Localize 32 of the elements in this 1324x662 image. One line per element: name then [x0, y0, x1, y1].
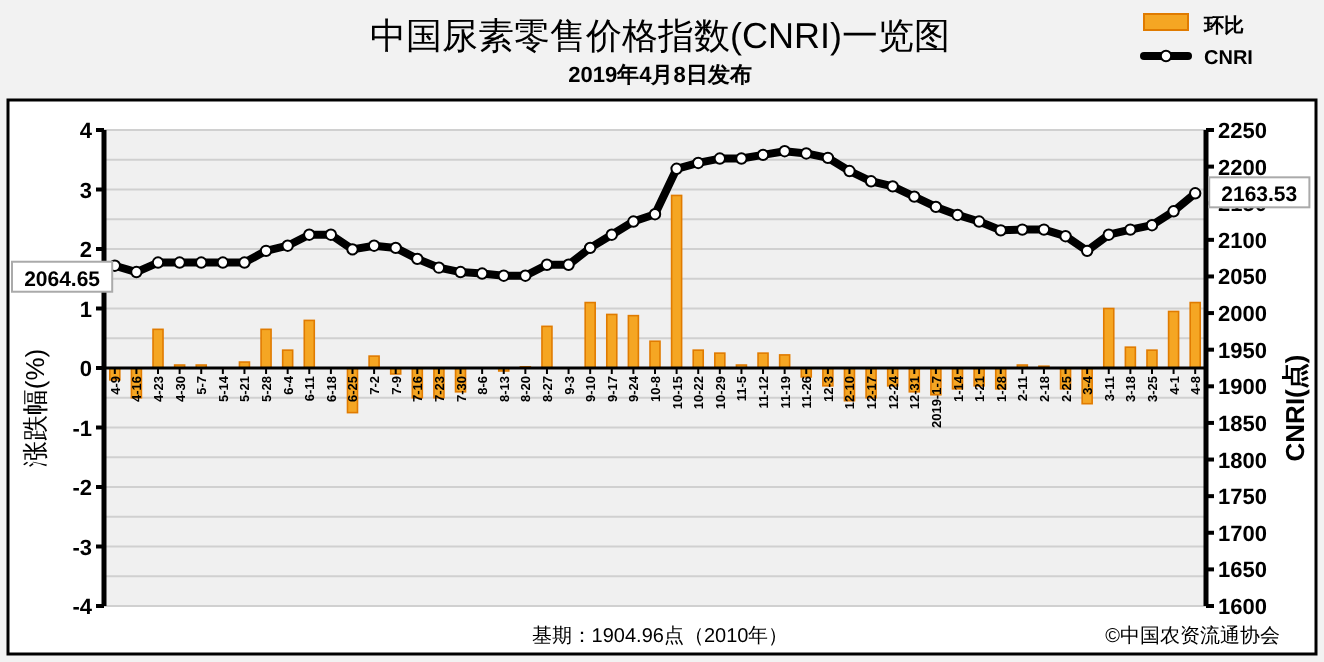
y2-tick-label: 1700 — [1218, 522, 1267, 547]
y2-tick-label: 1950 — [1218, 339, 1267, 364]
y-tick-label: 2 — [79, 239, 92, 263]
y2-tick-label: 2100 — [1218, 229, 1267, 254]
y2-tick-label: 1650 — [1218, 559, 1267, 584]
y-axis-title: 涨跌幅(%) — [20, 348, 50, 468]
y2-tick-label: 1600 — [1218, 596, 1267, 620]
y-tick-label: -4 — [72, 596, 94, 620]
legend-label: CNRI — [1204, 48, 1254, 70]
y2-tick-label: 2050 — [1218, 266, 1267, 291]
y2-tick-label: 1900 — [1218, 376, 1267, 401]
chart-subtitle: 2019年4月8日发布 — [568, 62, 752, 88]
y2-tick-label: 1850 — [1218, 412, 1267, 437]
y2-tick-label: 2200 — [1218, 156, 1267, 181]
data-label: 2163.53 — [1221, 183, 1298, 208]
y2-tick-label: 2000 — [1218, 303, 1267, 328]
y-tick-label: 4 — [79, 120, 94, 144]
y-tick-label: 1 — [79, 298, 92, 323]
y2-tick-label: 2250 — [1218, 120, 1267, 144]
y2-tick-label: 1800 — [1218, 449, 1267, 474]
y-tick-label: 3 — [79, 179, 92, 204]
chart-title: 中国尿素零售价格指数(CNRI)一览图 — [370, 16, 950, 56]
data-label: 2064.65 — [24, 267, 101, 292]
text: ©中国农资流通协会 — [1105, 624, 1280, 648]
y-tick-label: 0 — [79, 358, 92, 382]
text: 基期：1904.96点（2010年） — [531, 624, 789, 648]
y-tick-label: -1 — [72, 417, 92, 442]
y2-axis-title: CNRI(点) — [1280, 354, 1310, 462]
legend-label: 环比 — [1202, 14, 1244, 38]
y2-tick-label: 1750 — [1218, 486, 1267, 511]
y-tick-label: -2 — [72, 477, 92, 501]
y-tick-label: -3 — [72, 536, 92, 561]
